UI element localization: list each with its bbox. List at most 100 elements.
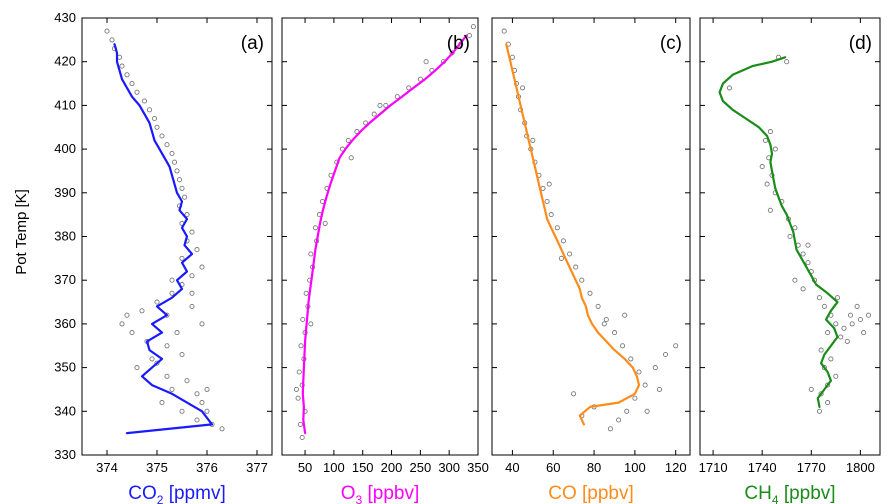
data-point [159, 400, 165, 406]
data-point [169, 150, 175, 157]
data-point [662, 351, 669, 358]
panel-label: (a) [241, 33, 264, 54]
data-point [470, 24, 476, 30]
series-line [718, 56, 839, 408]
data-point [865, 312, 872, 318]
data-point [363, 120, 369, 126]
data-point [179, 408, 185, 414]
data-point [129, 81, 135, 87]
data-point [825, 400, 831, 406]
data-point [151, 115, 158, 122]
data-point [821, 303, 827, 309]
data-point [501, 28, 507, 34]
data-point [636, 369, 642, 375]
data-point [857, 316, 863, 323]
data-point [345, 137, 351, 143]
data-point [394, 94, 400, 100]
data-point [767, 207, 773, 213]
data-point [603, 316, 609, 323]
data-point [119, 321, 125, 327]
data-point [573, 264, 579, 270]
data-point [847, 312, 854, 318]
data-point [546, 181, 552, 187]
data-point [787, 233, 793, 240]
data-point [119, 63, 125, 69]
data-point [825, 330, 831, 336]
data-point [129, 330, 135, 336]
data-point [821, 365, 827, 371]
data-point [169, 386, 175, 392]
x-axis-label: CO2 [ppmv] [128, 483, 226, 504]
data-point [174, 330, 180, 336]
x-axis-label-main: O [341, 483, 356, 504]
panel-3: 40 60 80 100 120 (c) CO [ppbv] [491, 17, 691, 504]
data-point [295, 395, 301, 401]
data-point [194, 247, 200, 253]
x-tick-label: 50 [298, 460, 312, 475]
data-point [587, 290, 593, 296]
data-point [833, 373, 839, 379]
x-tick-label: 80 [587, 460, 601, 475]
x-tick-label: 200 [381, 460, 403, 475]
data-point [189, 290, 195, 296]
data-point [620, 343, 626, 349]
data-point [673, 343, 679, 349]
data-point [854, 303, 860, 309]
data-point [297, 421, 303, 427]
y-tick-label: 430 [54, 10, 76, 25]
x-tick-label: 120 [665, 460, 687, 475]
data-point [296, 369, 302, 375]
x-axis-label-unit: [ppmv] [163, 483, 225, 504]
x-axis-label-unit: [ppbv] [577, 483, 634, 504]
data-point [199, 264, 205, 270]
data-point [849, 321, 855, 327]
y-tick-label: 330 [54, 447, 76, 462]
x-axis-label-main: CO [548, 483, 577, 504]
x-axis-label-subscript: 4 [772, 493, 779, 504]
data-point [204, 408, 210, 414]
y-axis-label: Pot Temp [K] [13, 189, 30, 275]
data-point [176, 177, 183, 183]
data-point [595, 303, 601, 309]
x-tick-label: 1800 [846, 460, 875, 475]
data-point [520, 85, 526, 91]
y-tick-label: 390 [54, 185, 76, 200]
data-point [838, 334, 844, 340]
data-point [383, 102, 389, 108]
data-point [828, 356, 834, 362]
data-point [844, 338, 850, 344]
panel-frame [281, 17, 479, 456]
x-axis-label: CH4 [ppbv] [744, 483, 835, 504]
data-point [171, 159, 178, 165]
y-tick-label: 350 [54, 360, 76, 375]
data-point [134, 89, 140, 95]
panel-2: 50 100 150 200 250 300 350 (b) O3 [ppbv] [281, 17, 489, 504]
panel-frame [81, 17, 273, 456]
data-point [164, 343, 170, 349]
data-point [164, 373, 170, 379]
panel-frame [491, 17, 691, 456]
data-point [179, 255, 185, 261]
data-point [348, 155, 354, 161]
data-point [800, 251, 806, 257]
x-tick-label: 100 [323, 460, 345, 475]
data-point [816, 408, 823, 414]
data-point [199, 321, 205, 327]
data-point [371, 111, 377, 117]
data-point [601, 321, 607, 327]
data-point [194, 391, 200, 397]
data-point [558, 255, 564, 261]
x-tick-label: 300 [438, 460, 460, 475]
data-point [298, 343, 304, 349]
x-tick-label: 375 [146, 460, 168, 475]
data-point [833, 321, 839, 327]
x-axis-label-subscript: 2 [157, 493, 164, 504]
data-point [109, 37, 115, 43]
data-point [530, 137, 536, 143]
x-tick-label: 250 [410, 460, 432, 475]
data-point [726, 85, 733, 91]
x-tick-label: 377 [246, 460, 268, 475]
data-point [567, 251, 573, 257]
data-point [548, 212, 554, 218]
